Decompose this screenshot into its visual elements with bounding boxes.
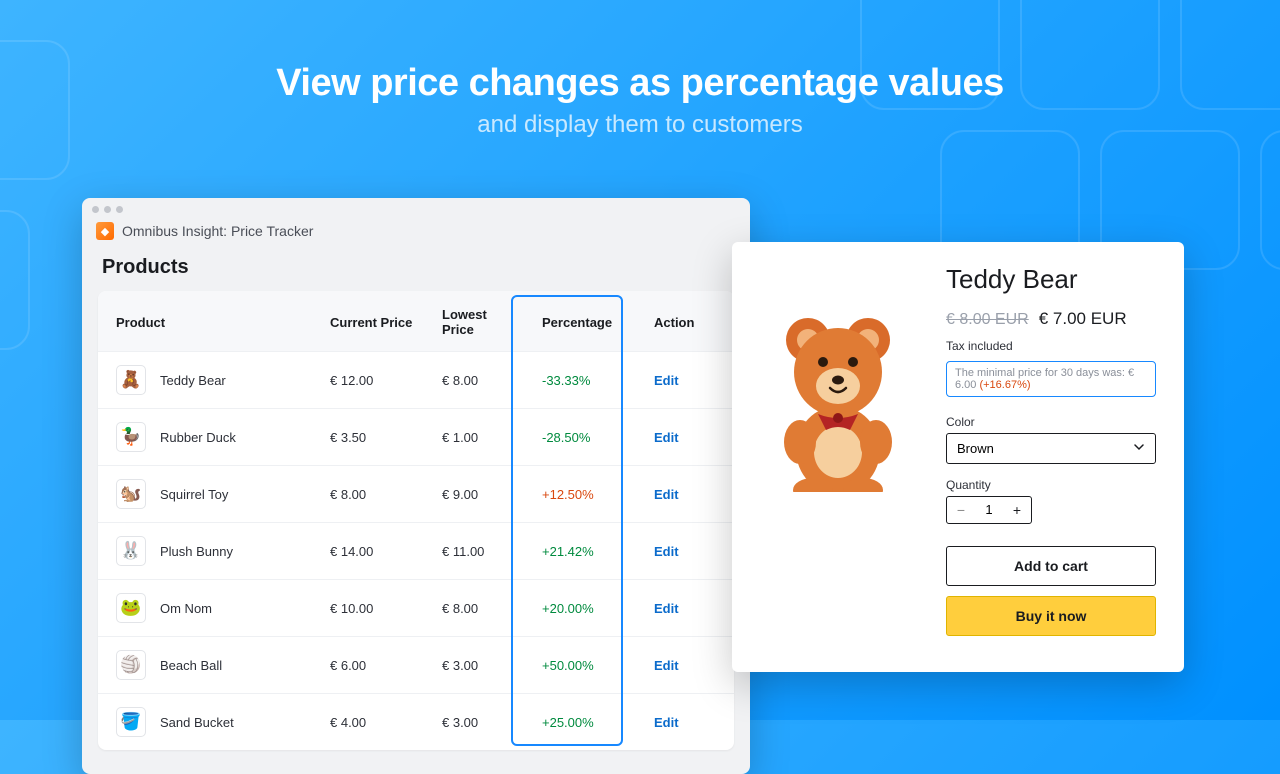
lowest-price-cell: € 9.00 xyxy=(430,466,530,523)
storefront-window: Teddy Bear € 8.00 EUR € 7.00 EUR Tax inc… xyxy=(732,242,1184,672)
buy-now-button[interactable]: Buy it now xyxy=(946,596,1156,636)
table-row: 🪣 Sand Bucket € 4.00€ 3.00+25.00% Edit xyxy=(98,694,734,751)
percentage-cell: +25.00% xyxy=(530,694,642,751)
current-price-cell: € 12.00 xyxy=(318,352,430,409)
compare-at-price: € 8.00 EUR xyxy=(946,311,1029,329)
percentage-cell: -28.50% xyxy=(530,409,642,466)
tax-note: Tax included xyxy=(946,339,1156,353)
current-price-cell: € 14.00 xyxy=(318,523,430,580)
quantity-stepper: − 1 + xyxy=(946,496,1032,524)
app-name: Omnibus Insight: Price Tracker xyxy=(122,223,313,239)
product-image xyxy=(754,282,922,502)
window-controls xyxy=(82,198,750,218)
lowest-price-cell: € 1.00 xyxy=(430,409,530,466)
edit-button[interactable]: Edit xyxy=(654,373,679,388)
col-lowest-price: Lowest Price xyxy=(430,291,530,352)
table-row: 🧸 Teddy Bear € 12.00€ 8.00-33.33% Edit xyxy=(98,352,734,409)
window-dot xyxy=(92,206,99,213)
price-row: € 8.00 EUR € 7.00 EUR xyxy=(946,309,1156,329)
current-price-cell: € 3.50 xyxy=(318,409,430,466)
headline-subtitle: and display them to customers xyxy=(0,111,1280,139)
headline: View price changes as percentage values … xyxy=(0,0,1280,139)
percentage-cell: +20.00% xyxy=(530,580,642,637)
omnibus-price-box: The minimal price for 30 days was: € 6.0… xyxy=(946,361,1156,397)
color-value: Brown xyxy=(957,441,994,456)
product-thumb-icon: 🧸 xyxy=(116,365,146,395)
edit-button[interactable]: Edit xyxy=(654,544,679,559)
chevron-down-icon xyxy=(1133,441,1145,456)
lowest-price-cell: € 8.00 xyxy=(430,580,530,637)
product-thumb-icon: 🐸 xyxy=(116,593,146,623)
color-label: Color xyxy=(946,415,1156,429)
product-name: Teddy Bear xyxy=(160,373,226,388)
current-price-cell: € 8.00 xyxy=(318,466,430,523)
window-dot xyxy=(116,206,123,213)
window-dot xyxy=(104,206,111,213)
percentage-cell: +21.42% xyxy=(530,523,642,580)
omnibus-change: (+16.67%) xyxy=(979,379,1030,391)
add-to-cart-button[interactable]: Add to cart xyxy=(946,546,1156,586)
percentage-cell: +12.50% xyxy=(530,466,642,523)
lowest-price-cell: € 3.00 xyxy=(430,637,530,694)
color-select[interactable]: Brown xyxy=(946,433,1156,464)
table-row: 🦆 Rubber Duck € 3.50€ 1.00-28.50% Edit xyxy=(98,409,734,466)
product-name: Sand Bucket xyxy=(160,715,234,730)
product-info: Teddy Bear € 8.00 EUR € 7.00 EUR Tax inc… xyxy=(946,264,1156,646)
quantity-plus-button[interactable]: + xyxy=(1003,497,1031,523)
product-name: Plush Bunny xyxy=(160,544,233,559)
current-price-cell: € 6.00 xyxy=(318,637,430,694)
edit-button[interactable]: Edit xyxy=(654,487,679,502)
col-percentage: Percentage xyxy=(530,291,642,352)
edit-button[interactable]: Edit xyxy=(654,658,679,673)
current-price-cell: € 4.00 xyxy=(318,694,430,751)
percentage-cell: -33.33% xyxy=(530,352,642,409)
edit-button[interactable]: Edit xyxy=(654,430,679,445)
quantity-minus-button[interactable]: − xyxy=(947,497,975,523)
edit-button[interactable]: Edit xyxy=(654,715,679,730)
headline-title: View price changes as percentage values xyxy=(0,62,1280,105)
product-thumb-icon: 🐿️ xyxy=(116,479,146,509)
quantity-value: 1 xyxy=(975,497,1003,523)
col-product: Product xyxy=(98,291,318,352)
lowest-price-cell: € 3.00 xyxy=(430,694,530,751)
edit-button[interactable]: Edit xyxy=(654,601,679,616)
table-row: 🐰 Plush Bunny € 14.00€ 11.00+21.42% Edit xyxy=(98,523,734,580)
quantity-label: Quantity xyxy=(946,478,1156,492)
sale-price: € 7.00 EUR xyxy=(1039,309,1127,329)
app-bar: ◆ Omnibus Insight: Price Tracker xyxy=(82,218,750,248)
products-table: Product Current Price Lowest Price Perce… xyxy=(98,291,734,750)
admin-window: ◆ Omnibus Insight: Price Tracker Product… xyxy=(82,198,750,774)
percentage-cell: +50.00% xyxy=(530,637,642,694)
product-title: Teddy Bear xyxy=(946,264,1156,295)
product-name: Rubber Duck xyxy=(160,430,236,445)
product-thumb-icon: 🏐 xyxy=(116,650,146,680)
product-thumb-icon: 🪣 xyxy=(116,707,146,737)
product-name: Om Nom xyxy=(160,601,212,616)
table-row: 🐿️ Squirrel Toy € 8.00€ 9.00+12.50% Edit xyxy=(98,466,734,523)
col-current-price: Current Price xyxy=(318,291,430,352)
app-icon: ◆ xyxy=(96,222,114,240)
table-row: 🏐 Beach Ball € 6.00€ 3.00+50.00% Edit xyxy=(98,637,734,694)
product-thumb-icon: 🦆 xyxy=(116,422,146,452)
current-price-cell: € 10.00 xyxy=(318,580,430,637)
col-action: Action xyxy=(642,291,734,352)
section-title: Products xyxy=(82,248,750,291)
products-table-card: Product Current Price Lowest Price Perce… xyxy=(98,291,734,750)
product-name: Squirrel Toy xyxy=(160,487,228,502)
table-row: 🐸 Om Nom € 10.00€ 8.00+20.00% Edit xyxy=(98,580,734,637)
product-thumb-icon: 🐰 xyxy=(116,536,146,566)
lowest-price-cell: € 8.00 xyxy=(430,352,530,409)
product-name: Beach Ball xyxy=(160,658,222,673)
lowest-price-cell: € 11.00 xyxy=(430,523,530,580)
